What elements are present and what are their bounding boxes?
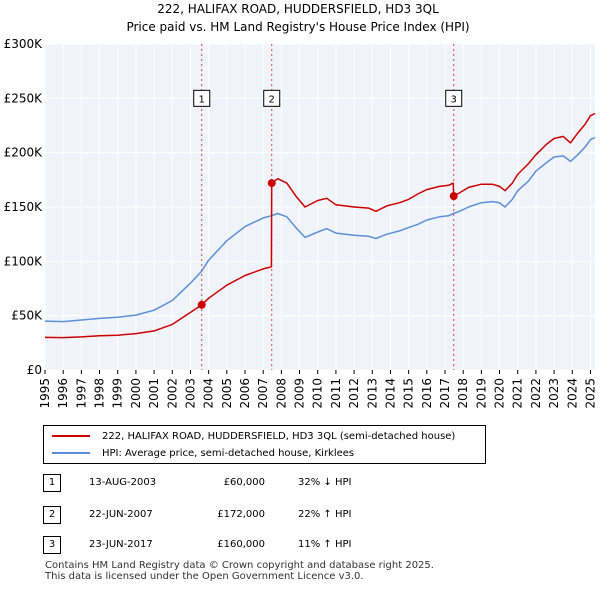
- x-tick-label: 2019: [474, 378, 488, 409]
- x-tick-label: 2011: [329, 378, 343, 409]
- x-tick-label: 2010: [311, 378, 325, 409]
- x-tick-label: 2024: [565, 378, 579, 409]
- y-tick-label: £0: [27, 363, 42, 377]
- sale-number-badge: 3: [43, 536, 61, 554]
- x-tick-label: 1997: [74, 378, 88, 409]
- x-tick-label: 2009: [293, 378, 307, 409]
- sale-point: [197, 300, 206, 309]
- legend: 222, HALIFAX ROAD, HUDDERSFIELD, HD3 3QL…: [43, 425, 486, 464]
- x-tick-label: 2002: [165, 378, 179, 409]
- y-tick-label: £150K: [4, 200, 44, 214]
- sale-row: 1 13-AUG-2003 £60,000 32% ↓ HPI: [43, 474, 443, 492]
- x-tick-label: 2006: [238, 378, 252, 409]
- x-tick-label: 2014: [383, 378, 397, 409]
- sale-number-badge: 2: [43, 506, 61, 524]
- chart-subtitle: Price paid vs. HM Land Registry's House …: [126, 20, 469, 34]
- footer-copyright: Contains HM Land Registry data © Crown c…: [45, 560, 434, 571]
- sale-date: 23-JUN-2017: [89, 539, 153, 550]
- property-price-line: [44, 112, 596, 339]
- x-tick-label: 2008: [274, 378, 288, 409]
- y-tick-label: £100K: [4, 254, 44, 268]
- legend-item-property: 222, HALIFAX ROAD, HUDDERSFIELD, HD3 3QL…: [52, 428, 455, 444]
- hpi-price-line: [44, 136, 596, 323]
- x-tick-label: 2022: [529, 378, 543, 409]
- x-tick-label: 2013: [365, 378, 379, 409]
- sale-label-box: [263, 89, 281, 107]
- sale-price: £160,000: [217, 539, 265, 550]
- x-tick-label: 2025: [583, 378, 597, 409]
- x-tick-label: 2017: [438, 378, 452, 409]
- sale-label-number: 2: [269, 94, 275, 105]
- x-tick-label: 2018: [456, 378, 470, 409]
- x-tick-label: 1999: [111, 378, 125, 409]
- footer-licence: This data is licensed under the Open Gov…: [45, 571, 364, 582]
- legend-item-hpi: HPI: Average price, semi-detached house,…: [52, 445, 354, 461]
- sale-label-box: [193, 89, 211, 107]
- sale-label-number: 1: [199, 94, 205, 105]
- x-tick-label: 1998: [93, 378, 107, 409]
- x-tick-label: 2015: [402, 378, 416, 409]
- sale-point: [267, 179, 276, 188]
- sale-date: 13-AUG-2003: [89, 477, 157, 488]
- y-tick-label: £250K: [4, 91, 44, 105]
- x-tick-label: 2023: [547, 378, 561, 409]
- y-tick-label: £300K: [4, 37, 44, 51]
- footer: Contains HM Land Registry data © Crown c…: [45, 560, 434, 582]
- x-tick-label: 2016: [420, 378, 434, 409]
- sale-price: £172,000: [217, 509, 265, 520]
- legend-swatch-hpi: [52, 452, 90, 454]
- sale-date: 22-JUN-2007: [89, 509, 153, 520]
- y-tick-label: £200K: [4, 146, 44, 160]
- x-tick-label: 2020: [493, 378, 507, 409]
- sale-row: 3 23-JUN-2017 £160,000 11% ↑ HPI: [43, 536, 443, 554]
- sale-hpi-diff: 32% ↓ HPI: [298, 477, 352, 488]
- legend-swatch-property: [52, 435, 90, 437]
- x-tick-label: 2005: [220, 378, 234, 409]
- price-chart: 222, HALIFAX ROAD, HUDDERSFIELD, HD3 3QL…: [4, 2, 598, 409]
- x-tick-label: 2021: [511, 378, 525, 409]
- sale-row: 2 22-JUN-2007 £172,000 22% ↑ HPI: [43, 506, 443, 524]
- sale-hpi-diff: 22% ↑ HPI: [298, 509, 352, 520]
- legend-label-property: 222, HALIFAX ROAD, HUDDERSFIELD, HD3 3QL…: [102, 430, 456, 442]
- x-tick-label: 1995: [38, 378, 52, 409]
- sale-price: £60,000: [223, 477, 265, 488]
- legend-label-hpi: HPI: Average price, semi-detached house,…: [102, 447, 355, 459]
- chart-title: 222, HALIFAX ROAD, HUDDERSFIELD, HD3 3QL: [157, 2, 439, 16]
- x-tick-label: 2012: [347, 378, 361, 409]
- x-tick-label: 1996: [56, 378, 70, 409]
- sale-label-number: 3: [451, 94, 457, 105]
- x-tick-label: 2000: [129, 378, 143, 409]
- sale-label-box: [445, 89, 463, 107]
- x-tick-label: 2001: [147, 378, 161, 409]
- x-tick-label: 2007: [256, 378, 270, 409]
- sale-point: [449, 192, 458, 201]
- x-tick-label: 2003: [183, 378, 197, 409]
- y-tick-label: £50K: [11, 309, 43, 323]
- sale-hpi-diff: 11% ↑ HPI: [298, 539, 352, 550]
- sale-number-badge: 1: [43, 474, 61, 492]
- x-tick-label: 2004: [202, 378, 216, 409]
